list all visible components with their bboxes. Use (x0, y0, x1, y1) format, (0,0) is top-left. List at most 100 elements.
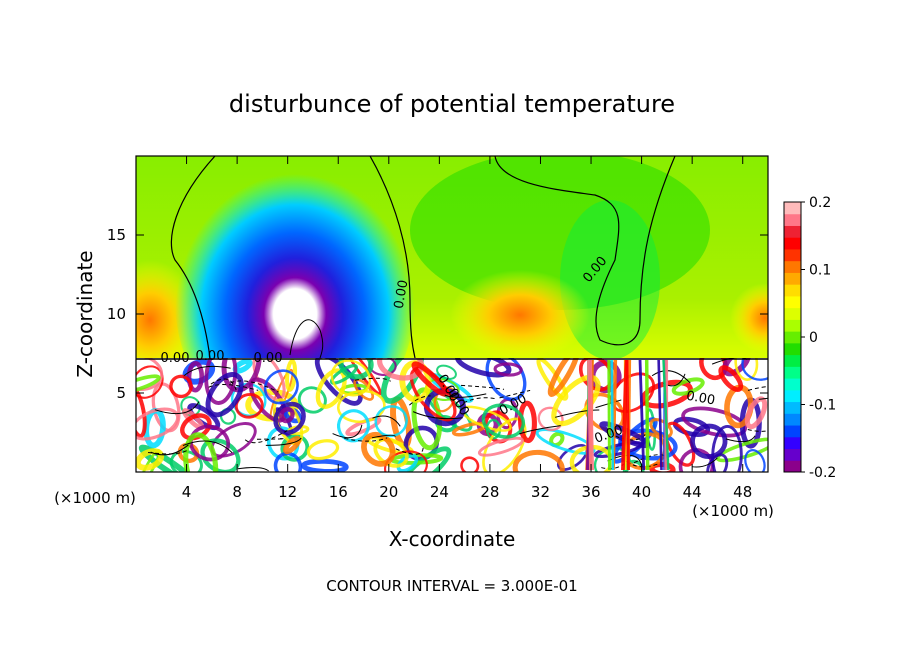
colorbar-swatch (784, 225, 801, 238)
plot-area (136, 156, 768, 472)
contour-line-right (494, 156, 676, 346)
x-tick-label: 32 (531, 483, 550, 501)
contour-label: 0.00 (196, 349, 225, 364)
turbulence-band (263, 369, 299, 405)
turbulence-band (344, 358, 382, 396)
turbulence-band (664, 421, 696, 467)
x-axis: 4 8 12 16 20 24 28 32 36 40 44 48 (182, 156, 752, 501)
turbulence-streak (621, 359, 629, 471)
colorbar-swatch (784, 401, 801, 414)
turbulence-band (649, 461, 676, 472)
turbulence-band (547, 358, 580, 397)
turbulence-band (136, 385, 147, 438)
turbulence-band (711, 424, 743, 472)
turbulence-band (205, 372, 244, 418)
colorbar-swatch (784, 436, 801, 450)
turbulence-contour (371, 434, 396, 439)
contour-line-mid (369, 156, 416, 359)
y-tick-label: 10 (107, 305, 126, 323)
colorbar-swatch (784, 378, 801, 391)
turbulence-contour (244, 430, 288, 444)
turbulence-contour (372, 415, 401, 427)
turbulence-band (336, 389, 386, 424)
turbulence-streak (607, 359, 611, 471)
colorbar-swatch (784, 366, 801, 379)
turbulence-streak (638, 359, 646, 471)
turbulence-streak (610, 359, 615, 471)
turbulence-band (361, 431, 396, 467)
turbulence-contour (758, 397, 768, 400)
turbulence-contour (210, 378, 238, 392)
colorbar-swatch (784, 248, 801, 262)
turbulence-band (396, 453, 419, 472)
turbulence-band (460, 456, 480, 472)
turbulence-band (186, 360, 205, 393)
turbulence-band (671, 377, 705, 396)
x-tick-label: 24 (430, 483, 449, 501)
y-tick-label: 15 (107, 226, 126, 244)
turbulence-contour (651, 370, 691, 384)
colorbar-swatch (784, 331, 801, 344)
turbulent-layer (136, 358, 768, 472)
turbulence-band (734, 358, 759, 381)
colorbar-swatch (784, 272, 801, 285)
contour-line-left (170, 156, 216, 359)
turbulence-band (278, 406, 295, 424)
green-region-top (410, 156, 710, 310)
x-tick-label: 48 (733, 483, 752, 501)
x-tick-label: 4 (182, 483, 192, 501)
colorbar-swatch (784, 425, 801, 438)
turbulence-band (306, 439, 340, 461)
colorbar-swatch (784, 413, 801, 426)
turbulence-band (744, 449, 766, 472)
turbulence-band (721, 358, 751, 377)
turbulence-band (374, 405, 408, 438)
turbulence-contour (230, 380, 279, 393)
colorbar-swatch (784, 202, 801, 215)
turbulence-contour (354, 377, 391, 382)
colorbar-tick-label: 0 (809, 330, 818, 346)
contour-label: 0.00 (392, 279, 412, 310)
contour-label: 0.00 (254, 351, 283, 366)
turbulence-band (518, 400, 537, 444)
contour-interval-text: CONTOUR INTERVAL = 3.000E-01 (326, 577, 577, 595)
turbulence-band (512, 449, 565, 472)
x-tick-label: 28 (480, 483, 499, 501)
x-tick-label: 8 (232, 483, 242, 501)
colorbar-swatch (784, 213, 801, 226)
x-axis-label: X-coordinate (389, 527, 516, 551)
turbulence-contour (725, 435, 756, 443)
turbulence-band (455, 358, 512, 378)
turbulence-band (718, 365, 744, 392)
turbulence-contour (463, 397, 497, 404)
turbulence-streak (644, 359, 650, 471)
colorbar-swatch (784, 284, 801, 297)
turbulence-band (234, 392, 264, 419)
colorbar-swatch (784, 307, 801, 320)
colorbar-swatch (784, 260, 801, 273)
turbulence-band (715, 437, 768, 463)
turbulence-band (477, 436, 525, 457)
turbulence-contour (555, 409, 600, 418)
warm-right-blob (730, 283, 768, 353)
turbulence-band (282, 435, 302, 455)
colorbar-tick-label: -0.2 (809, 465, 836, 481)
turbulence-streak (657, 359, 663, 471)
x-tick-label: 40 (632, 483, 651, 501)
turbulence-contour (332, 424, 363, 439)
contour-label: 0.00 (685, 389, 716, 409)
turbulence-band (741, 358, 768, 381)
turbulence-contour (148, 449, 189, 455)
turbulence-band (535, 428, 596, 455)
y-tick-label: 5 (116, 384, 126, 402)
turbulence-band (383, 450, 428, 472)
turbulence-streak (586, 359, 595, 471)
colorbar-swatch (784, 342, 801, 356)
turbulence-contour (344, 437, 388, 442)
turbulence-band (493, 362, 523, 377)
x-tick-label: 16 (329, 483, 348, 501)
colorbar-tick-label: -0.1 (809, 398, 836, 414)
x-tick-label: 20 (379, 483, 398, 501)
turbulence-contour (444, 393, 487, 398)
colorbar-ticks: 0.2 0.1 0 -0.1 -0.2 (801, 195, 836, 481)
